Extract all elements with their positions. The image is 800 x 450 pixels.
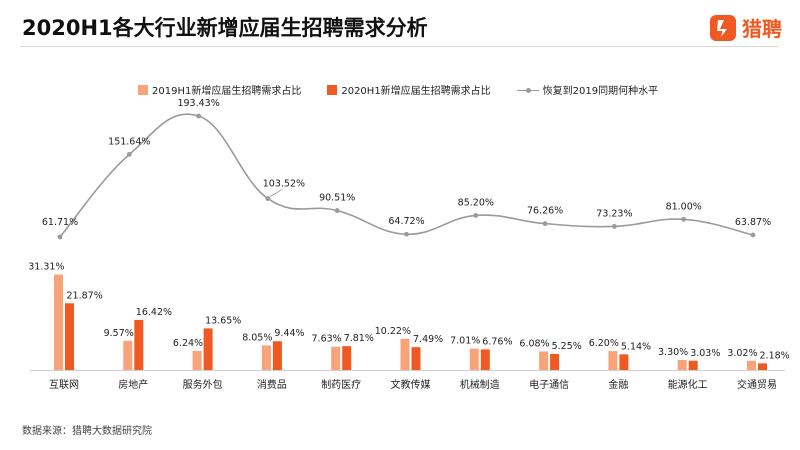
bar-2019-8 (608, 351, 618, 370)
recovery-label-0: 61.71% (42, 217, 78, 228)
x-tick-label-7: 电子通信 (529, 378, 569, 391)
bar-2019-10 (747, 360, 756, 370)
bar-2020-label-4: 7.81% (344, 333, 374, 344)
chart-legend: 2019H1新增应届生招聘需求占比 2020H1新增应届生招聘需求占比 恢复到2… (138, 82, 684, 97)
bar-2020-label-5: 7.49% (413, 334, 443, 345)
x-tick-label-0: 互联网 (49, 379, 79, 391)
bar-2020-label-2: 13.65% (205, 315, 241, 326)
bar-2020-0 (65, 303, 74, 370)
bar-2020-label-3: 9.44% (274, 328, 304, 339)
recovery-label-6: 85.20% (458, 197, 494, 208)
bar-2020-label-1: 16.42% (136, 307, 172, 318)
recovery-label-1: 151.64% (108, 136, 150, 147)
bar-2019-2 (192, 350, 202, 370)
recovery-point-8 (612, 224, 617, 229)
bar-2019-label-6: 7.01% (450, 336, 480, 347)
recovery-point-2 (196, 113, 202, 119)
bar-2019-label-2: 6.24% (173, 338, 203, 349)
bar-2019-label-1: 9.57% (104, 328, 134, 339)
legend-line-marker (516, 85, 539, 95)
bar-2020-7 (550, 353, 560, 370)
bar-2020-8 (619, 354, 629, 370)
recovery-label-3: 103.52% (263, 179, 305, 190)
bar-2020-label-9: 3.03% (690, 348, 720, 359)
recovery-point-7 (542, 221, 548, 227)
bar-2019-7 (539, 351, 549, 370)
legend-label-recovery: 恢复到2019同期何种水平 (542, 86, 659, 97)
bar-2019-4 (331, 346, 341, 370)
bar-2019-3 (261, 345, 271, 370)
x-tick-label-1: 房地产 (118, 378, 148, 391)
x-tick-label-5: 文教传媒 (391, 378, 431, 391)
page-title: 2020H1各大行业新增应届生招聘需求分析 (22, 16, 428, 40)
bar-2020-3 (272, 341, 282, 370)
recovery-label-leader (269, 189, 283, 197)
bar-2019-1 (123, 340, 133, 370)
recovery-label-5: 64.72% (388, 216, 424, 227)
bar-2019-6 (469, 348, 479, 370)
bar-2020-5 (411, 347, 421, 370)
brand-logo: 猎聘 (710, 13, 782, 42)
recovery-point-9 (681, 216, 687, 222)
bar-2019-label-5: 10.22% (375, 326, 411, 337)
bar-2020-2 (203, 328, 213, 370)
recovery-point-10 (750, 232, 756, 238)
legend-swatch-2020 (327, 84, 338, 95)
bar-2019-label-0: 31.31% (28, 262, 64, 273)
legend-label-2020: 2020H1新增应届生招聘需求占比 (341, 86, 491, 97)
recovery-label-10: 63.87% (735, 217, 771, 228)
bar-2019-label-7: 6.08% (519, 338, 549, 349)
title-divider (20, 46, 778, 47)
bar-2019-label-9: 3.30% (658, 347, 688, 358)
bar-2019-label-3: 8.05% (242, 332, 272, 343)
x-tick-label-9: 能源化工 (668, 378, 708, 391)
bar-2020-label-7: 5.25% (552, 341, 582, 352)
legend-swatch-2019 (138, 84, 148, 95)
bar-2020-10 (758, 363, 767, 370)
x-tick-label-6: 机械制造 (460, 378, 500, 391)
legend-item-2019: 2019H1新增应届生招聘需求占比 (138, 82, 301, 97)
recovery-point-1 (126, 151, 132, 157)
x-tick-label-2: 服务外包 (183, 378, 223, 391)
recovery-point-6 (473, 213, 479, 218)
x-tick-label-3: 消费品 (257, 378, 287, 391)
legend-label-2019: 2019H1新增应届生招聘需求占比 (152, 86, 302, 97)
source-note: 数据来源：猎聘大数据研究院 (22, 426, 152, 437)
bar-2019-label-8: 6.20% (589, 338, 619, 349)
recovery-point-5 (404, 231, 409, 237)
legend-item-recovery: 恢复到2019同期何种水平 (516, 82, 659, 97)
bar-2020-6 (480, 349, 490, 370)
recovery-label-8: 73.23% (596, 208, 632, 219)
recovery-point-0 (57, 234, 63, 240)
recovery-series-line (59, 113, 754, 238)
bar-2020-label-10: 2.18% (760, 350, 790, 361)
bar-2019-label-10: 3.02% (727, 348, 757, 359)
x-tick-label-10: 交通贸易 (737, 378, 777, 391)
bar-2020-label-6: 6.76% (482, 336, 512, 347)
bar-2019-label-4: 7.63% (312, 334, 342, 345)
bar-2020-label-0: 21.87% (67, 290, 103, 301)
x-tick-label-8: 金融 (608, 378, 628, 391)
bar-2020-1 (134, 319, 144, 370)
recovery-label-9: 81.00% (666, 201, 702, 212)
x-tick-label-4: 制药医疗 (321, 378, 361, 391)
legend-item-2020: 2020H1新增应届生招聘需求占比 (327, 82, 491, 97)
bar-2020-4 (342, 346, 352, 370)
recovery-label-4: 90.51% (319, 193, 355, 204)
recovery-label-2: 193.43% (177, 98, 219, 109)
bar-2020-9 (688, 360, 698, 370)
bar-2019-9 (677, 359, 687, 370)
recovery-point-3 (265, 196, 271, 201)
bar-2019-0 (54, 274, 63, 370)
recovery-label-7: 76.26% (527, 206, 563, 217)
bar-2019-5 (400, 338, 410, 370)
recovery-point-4 (334, 208, 340, 213)
liepin-logo-icon (710, 14, 736, 41)
bar-2020-label-8: 5.14% (621, 341, 651, 352)
logo-text: 猎聘 (742, 17, 782, 41)
